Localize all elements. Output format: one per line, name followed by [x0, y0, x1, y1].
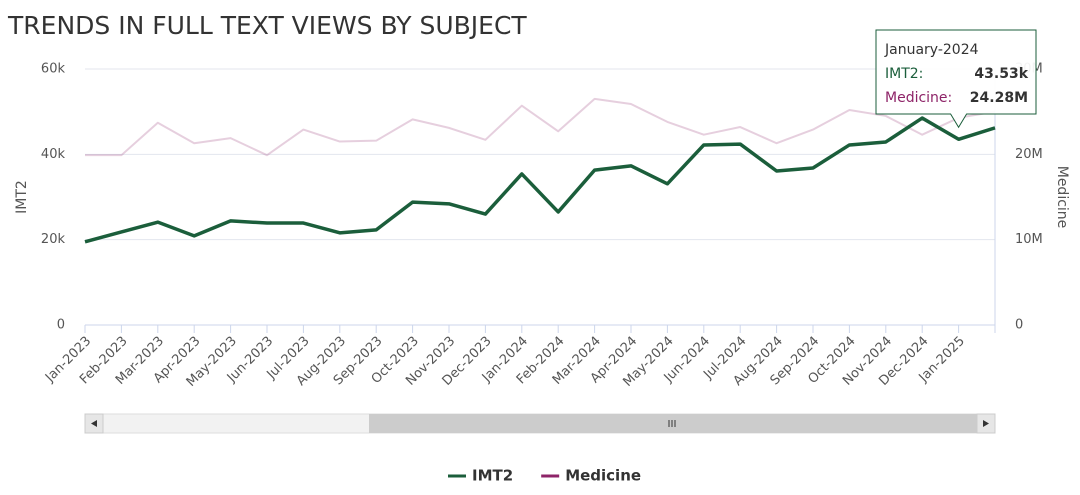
scroll-thumb[interactable] [369, 414, 977, 433]
tooltip-box [875, 29, 1037, 129]
tooltip-value: 24.28M [970, 90, 1028, 106]
legend-label[interactable]: IMT2 [472, 467, 513, 485]
y2-tick-label: 10M [1015, 232, 1043, 247]
legend: IMT2 Medicine [448, 467, 641, 485]
series-line [85, 97, 996, 157]
y2-tick-label: 0 [1015, 318, 1023, 333]
tooltip-value: 43.53k [974, 66, 1028, 82]
legend-label[interactable]: Medicine [565, 467, 641, 485]
right-arrow [983, 420, 989, 427]
tooltip-label: Medicine: [885, 90, 952, 106]
y-tick-label: 60k [41, 62, 66, 77]
y-tick-label: 20k [41, 232, 66, 247]
scroll-grip [668, 420, 676, 427]
tooltip-label: IMT2: [885, 66, 923, 82]
y-tick-label: 0 [57, 318, 65, 333]
y2-tick-label: 20M [1015, 147, 1043, 162]
y-tick-label: 40k [41, 147, 66, 162]
tooltip: January-2024 IMT2: 43.53k Medicine: 24.28M [875, 29, 1037, 129]
y-axis-label: IMT2 [14, 180, 30, 214]
chart-title: TRENDS IN FULL TEXT VIEWS BY SUBJECT [7, 11, 527, 40]
y2-axis-label: Medicine [1054, 166, 1070, 229]
tooltip-title: January-2024 [884, 42, 979, 58]
scrollbar[interactable] [84, 413, 996, 434]
series-line [84, 116, 996, 244]
left-arrow [91, 420, 97, 427]
